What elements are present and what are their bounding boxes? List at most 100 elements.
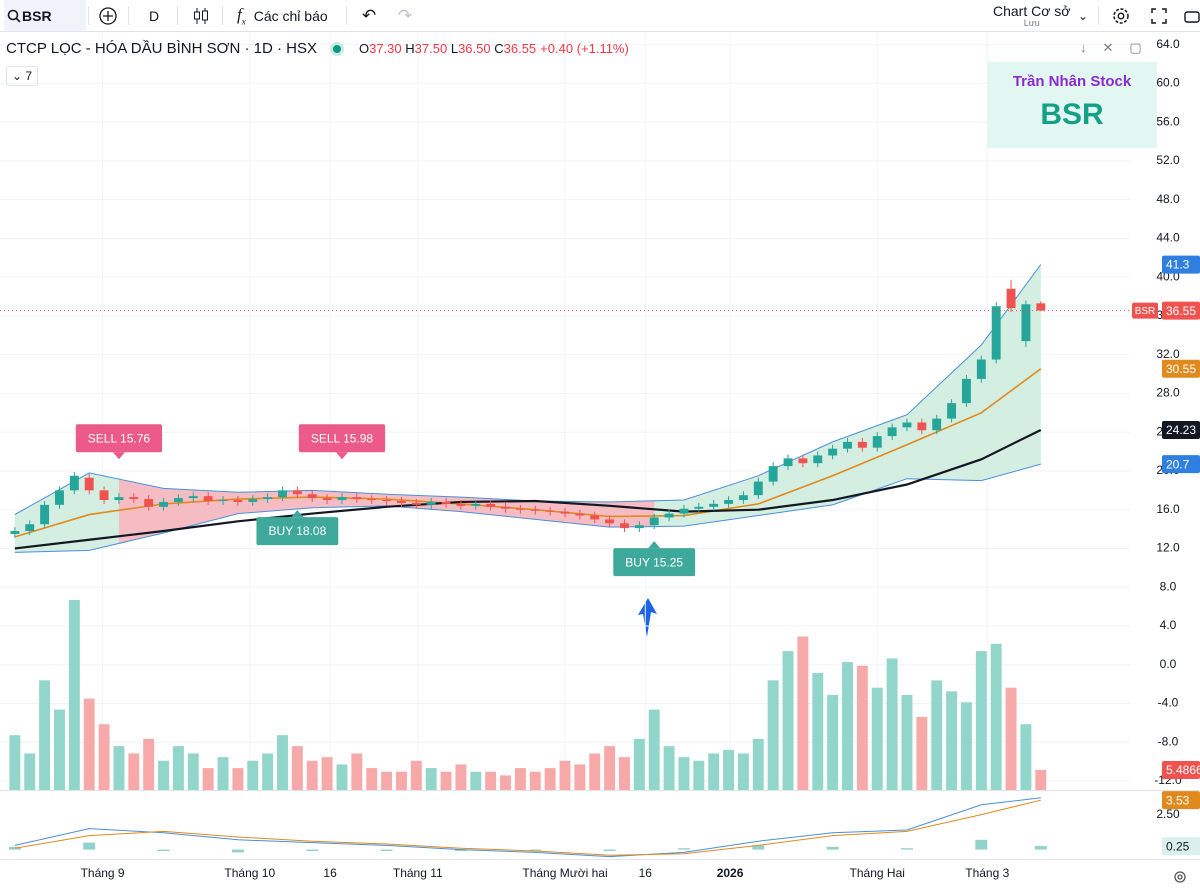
symbol-tag: BSR	[1135, 306, 1156, 317]
volume-bar	[321, 757, 333, 790]
x-tick-label: 16	[323, 866, 337, 880]
sell-signal	[298, 424, 386, 453]
candle-body	[605, 519, 615, 524]
indicator-count: 7	[25, 69, 33, 83]
x-tick-label: 2026	[717, 866, 744, 880]
macd-hist	[454, 849, 467, 851]
y-tick-label: 0.0	[1160, 657, 1177, 671]
fx-icon: fx	[237, 4, 246, 27]
indicators-button[interactable]: fx Các chỉ báo	[237, 0, 328, 31]
macd-hist	[975, 839, 988, 850]
volume-bar	[797, 636, 809, 790]
gear-icon	[1113, 7, 1129, 24]
candle-body	[515, 508, 525, 510]
volume-bar	[232, 768, 244, 790]
volume-bar	[856, 665, 868, 790]
symbol: BSR	[22, 7, 52, 24]
candle-body	[129, 497, 139, 500]
settings-icon[interactable]	[1174, 871, 1186, 883]
ohlc-value: 37.50	[414, 41, 448, 56]
candle-body	[813, 455, 823, 464]
signal-pointer	[112, 452, 125, 460]
volume-bar	[782, 651, 794, 790]
candle-body	[634, 525, 644, 529]
y-tick-label: 56.0	[1156, 114, 1180, 128]
volume-bar	[514, 768, 526, 790]
settings-button[interactable]	[1111, 0, 1131, 31]
candle-body	[976, 359, 986, 379]
volume-bar	[395, 771, 407, 790]
candle-body	[783, 458, 793, 467]
axis-value: 3.53	[1166, 793, 1190, 807]
indicator-toggle[interactable]: ⌄ 7	[6, 66, 39, 86]
add-symbol[interactable]	[98, 0, 118, 31]
interval[interactable]: D	[149, 7, 160, 24]
volume-bar	[708, 753, 720, 790]
candle-body	[872, 436, 882, 448]
band-lower	[14, 463, 1041, 553]
volume-bar	[529, 771, 541, 790]
maximize[interactable]: ▢	[1129, 40, 1142, 55]
series-title: CTCP LỌC - HÓA DẦU BÌNH SƠN · 1D · HSX	[6, 40, 317, 57]
signal-line	[14, 799, 1041, 856]
candle-body	[367, 499, 377, 501]
candle-body	[545, 510, 555, 512]
volume-bar	[247, 760, 259, 790]
market-status	[332, 44, 341, 53]
macd-tick-label: 2.50	[1156, 807, 1180, 821]
undo[interactable]: ↶	[362, 5, 377, 25]
y-tick-label: 16.0	[1156, 502, 1180, 516]
volume-bar	[842, 662, 853, 790]
volume-bar	[975, 651, 987, 790]
y-tick-label: 8.0	[1160, 579, 1177, 593]
axis-value: 36.55	[1166, 304, 1196, 318]
y-tick-label: -4.0	[1158, 696, 1179, 710]
collapse[interactable]: ✕	[1102, 40, 1114, 55]
candle-body	[738, 495, 748, 501]
symbol-search[interactable]: BSR	[4, 0, 86, 31]
x-tick-label: Tháng Hai	[850, 866, 905, 880]
candle-body	[69, 475, 79, 491]
camera-icon	[1184, 10, 1200, 23]
x-tick-label: 16	[639, 866, 653, 880]
macd-hist	[826, 846, 839, 850]
candle-body	[173, 498, 183, 502]
redo[interactable]: ↷	[398, 5, 413, 25]
axis-value-box	[1162, 420, 1200, 439]
macd-line	[14, 797, 1041, 858]
candle-body	[724, 500, 734, 504]
candle-body	[218, 500, 228, 502]
toolbar: BSR D fx Các chỉ báo ↶ ↷ Chart Cơ sở Lưu …	[0, 0, 1200, 32]
signal-pointer	[648, 541, 661, 549]
y-tick-label: 64.0	[1156, 37, 1180, 51]
candle-body	[857, 441, 867, 448]
y-tick-label: 12.0	[1156, 541, 1180, 555]
save-label: Lưu	[1023, 17, 1040, 28]
candle-body	[99, 490, 109, 501]
x-tick-label: Tháng 3	[965, 866, 1009, 880]
candle-body	[843, 441, 852, 449]
y-tick-label: 4.0	[1160, 618, 1177, 632]
layout-button[interactable]: Chart Cơ sở Lưu	[993, 0, 1071, 31]
y-tick-label: 28.0	[1156, 386, 1180, 400]
volume-bar	[871, 687, 883, 790]
candle-body	[828, 448, 838, 456]
volume-bar	[485, 771, 497, 790]
axis-value-box	[1162, 359, 1200, 378]
volume-bar	[440, 771, 452, 790]
candle-body	[501, 506, 510, 509]
volume-bar	[663, 746, 675, 790]
candle-body	[55, 490, 64, 505]
ohlc-value: 36.55	[503, 41, 537, 56]
volume-bar	[737, 753, 749, 790]
search-icon	[7, 9, 21, 23]
x-tick-label: Tháng Mười hai	[522, 866, 607, 880]
fullscreen-button[interactable]	[1150, 0, 1168, 31]
layout-menu[interactable]: ⌄	[1078, 8, 1089, 23]
volume-bar	[827, 694, 839, 790]
volume-bar	[678, 757, 690, 790]
y-tick-label: 60.0	[1156, 76, 1180, 90]
move-down[interactable]: ↓	[1080, 40, 1087, 55]
snapshot-button[interactable]	[1184, 0, 1200, 31]
chart-type[interactable]	[192, 0, 210, 31]
